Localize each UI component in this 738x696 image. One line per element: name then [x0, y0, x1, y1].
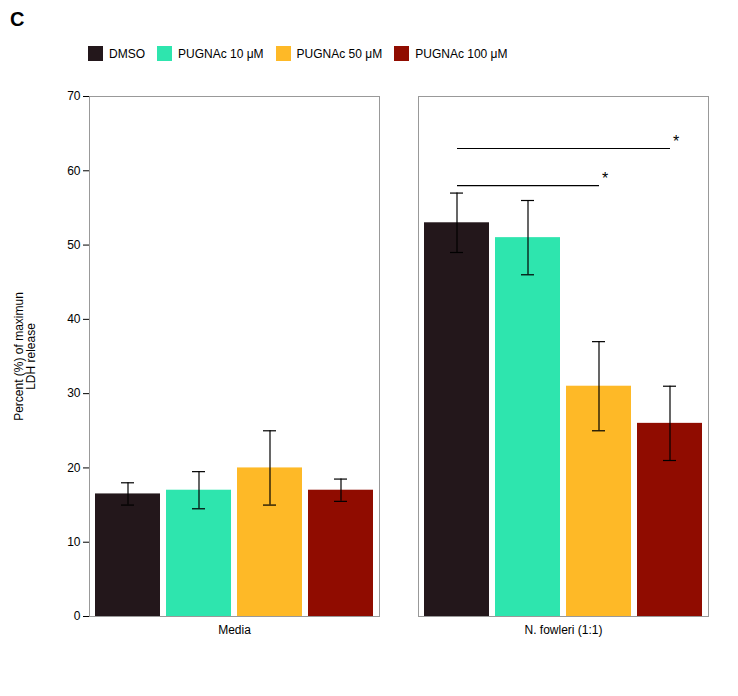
svg-text:Media: Media: [218, 623, 251, 637]
svg-text:70: 70: [67, 89, 81, 103]
svg-text:50: 50: [67, 238, 81, 252]
svg-text:*: *: [602, 170, 608, 187]
svg-text:40: 40: [67, 312, 81, 326]
svg-text:60: 60: [67, 164, 81, 178]
svg-text:Percent (%) of maximunLDH rele: Percent (%) of maximunLDH release: [12, 292, 38, 421]
svg-text:N. fowleri (1:1): N. fowleri (1:1): [524, 623, 602, 637]
html-text:PUGNAc 50 μM: PUGNAc 50 μM: [296, 46, 383, 61]
html-text:PUGNAc 100 μM: PUGNAc 100 μM: [415, 46, 508, 61]
html-text:DMSO: DMSO: [109, 46, 145, 61]
svg-text:0: 0: [74, 609, 81, 623]
html-text:C: C: [10, 8, 25, 30]
svg-text:10: 10: [67, 535, 81, 549]
svg-text:30: 30: [67, 386, 81, 400]
svg-text:*: *: [673, 133, 679, 150]
html-text:PUGNAc 10 μM: PUGNAc 10 μM: [178, 46, 264, 61]
svg-text:20: 20: [67, 461, 81, 475]
